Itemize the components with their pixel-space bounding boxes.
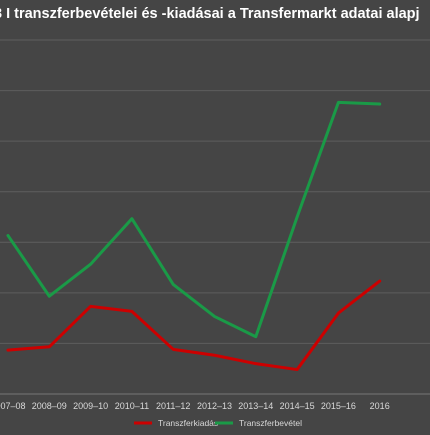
x-tick-label: 2016 (370, 401, 390, 411)
x-tick-labels: 2007–08 2008–09 2009–10 2010–11 2011–12 2012–… (0, 401, 390, 411)
x-tick-label: 2009–10 (73, 401, 108, 411)
x-tick-label: 2008–09 (32, 401, 67, 411)
x-tick-label: 2014–15 (280, 401, 315, 411)
series-line-transzferbevetel (6, 100, 382, 339)
series-layer (6, 100, 382, 372)
grid-layer (0, 39, 430, 344)
x-tick-label: 2015–16 (321, 401, 356, 411)
legend: Transzferkiadás Transzferbevétel (134, 418, 302, 428)
series-line-transzferkiadas (6, 279, 382, 372)
x-tick-label: 2007–08 (0, 401, 26, 411)
legend-label: Transzferkiadás (158, 418, 218, 428)
chart-title: 3 I transzferbevételei és -kiadásai a Tr… (0, 6, 420, 22)
x-tick-label: 2011–12 (156, 401, 190, 411)
legend-label: Transzferbevétel (239, 418, 302, 428)
x-tick-label: 2010–11 (115, 401, 149, 411)
x-tick-label: 2013–14 (238, 401, 273, 411)
x-tick-label: 2012–13 (197, 401, 232, 411)
